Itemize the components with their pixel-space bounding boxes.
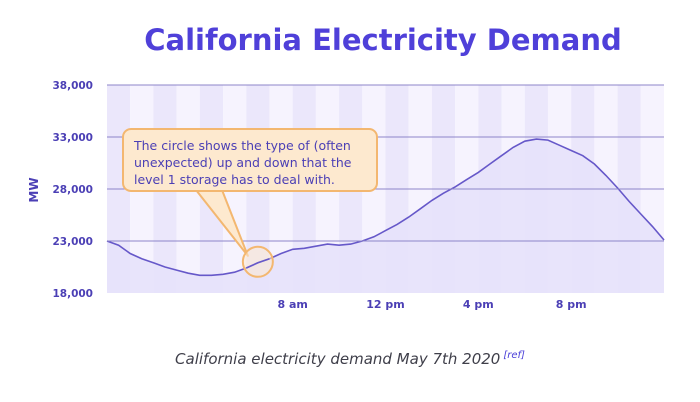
- y-tick-label: 28,000: [52, 184, 93, 196]
- caption-text: California electricity demand May 7th 20…: [175, 350, 501, 368]
- area-layer: [106, 138, 665, 293]
- x-tick-label: 4 pm: [463, 298, 494, 311]
- reference-link[interactable]: [ref]: [503, 350, 525, 361]
- highlight-circle: [241, 245, 274, 278]
- x-tick-label: 12 pm: [366, 298, 404, 311]
- y-tick-label: 38,000: [52, 80, 93, 92]
- annotation-callout: The circle shows the type of (often unex…: [122, 128, 378, 192]
- x-axis-ticks: 8 am 12 pm 4 pm 8 pm: [277, 298, 586, 311]
- y-axis-ticks: 38,000 33,000 28,000 23,000 18,000: [52, 80, 93, 300]
- demand-line: [106, 138, 665, 277]
- chart-title: California Electricity Demand: [144, 23, 621, 57]
- annotation-text: The circle shows the type of (often unex…: [134, 138, 352, 187]
- demand-area: [107, 139, 664, 293]
- x-tick-label: 8 am: [277, 298, 307, 311]
- x-tick-label: 8 pm: [556, 298, 587, 311]
- figure-caption: California electricity demand May 7th 20…: [0, 350, 700, 368]
- y-tick-label: 23,000: [52, 236, 93, 248]
- highlighted-line-segment: [245, 257, 270, 269]
- y-tick-label: 33,000: [52, 132, 93, 144]
- y-axis-label: MW: [27, 177, 41, 202]
- y-tick-label: 18,000: [52, 288, 93, 300]
